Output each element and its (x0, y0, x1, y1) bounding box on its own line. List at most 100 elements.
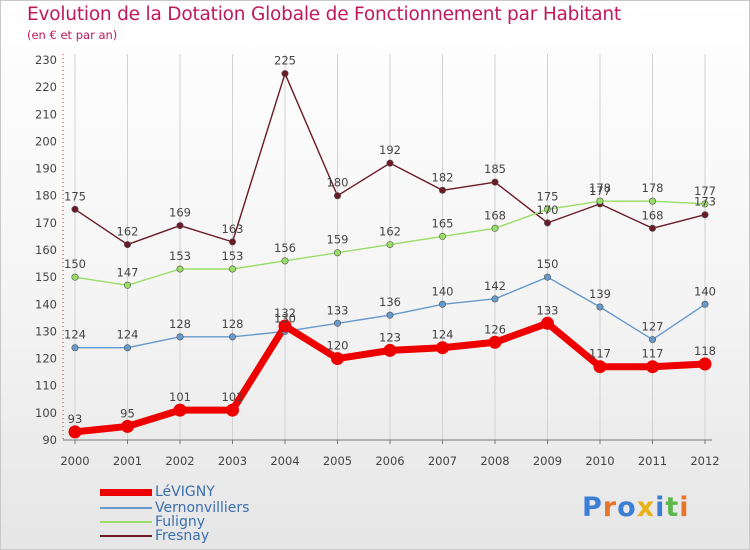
y-tick-220: 220 (35, 80, 57, 94)
point-Fresnay-2002 (176, 222, 184, 230)
point-Fuligny-2010 (596, 197, 604, 205)
point-Fuligny-2004 (281, 257, 289, 265)
point-LéVIGNY-2002 (173, 403, 187, 417)
point-Vernonvilliers-2010 (596, 303, 604, 311)
point-LéVIGNY-2004 (278, 319, 292, 333)
logo-letter: i (679, 492, 690, 523)
y-tick-200: 200 (35, 134, 57, 148)
x-tick-2010: 2010 (585, 454, 614, 468)
point-Fresnay-2001 (124, 241, 132, 249)
logo-letter: i (655, 492, 666, 523)
point-Vernonvilliers-2002 (176, 333, 184, 341)
y-tick-labels: 90 100 110 120 130 140 150 160 170 180 190 200 210 22… (35, 53, 57, 447)
y-tick-100: 100 (35, 406, 57, 420)
y-tick-140: 140 (35, 297, 57, 311)
data-label-Fuligny-2011: 178 (642, 181, 664, 195)
data-label-Vernonvilliers-2003: 128 (222, 317, 244, 331)
point-Vernonvilliers-2008 (491, 295, 499, 303)
data-label-Fresnay-2012: 173 (694, 195, 716, 209)
point-Fresnay-2005 (333, 192, 341, 200)
data-label-Vernonvilliers-2001: 124 (117, 328, 139, 342)
point-Fresnay-2009 (543, 219, 551, 227)
data-label-Fuligny-2010: 178 (589, 181, 611, 195)
x-tick-2007: 2007 (428, 454, 457, 468)
x-tick-2006: 2006 (375, 454, 404, 468)
point-Vernonvilliers-2012 (701, 300, 709, 308)
data-label-LéVIGNY-2000: 93 (68, 412, 83, 426)
x-tick-2011: 2011 (638, 454, 667, 468)
data-label-Fuligny-2000: 150 (64, 257, 86, 271)
data-label-LéVIGNY-2012: 118 (694, 344, 716, 358)
data-label-Fresnay-2010: 177 (589, 184, 611, 198)
data-label-LéVIGNY-2008: 126 (484, 322, 506, 336)
point-Vernonvilliers-2005 (333, 319, 341, 327)
logo-letter: x (636, 492, 656, 523)
data-label-LéVIGNY-2007: 124 (432, 328, 454, 342)
point-LéVIGNY-2010 (593, 360, 607, 374)
point-Fresnay-2011 (648, 224, 656, 232)
data-label-LéVIGNY-2010: 117 (589, 347, 611, 361)
logo-letter: t (665, 492, 680, 523)
x-tick-2001: 2001 (113, 454, 142, 468)
data-label-Fuligny-2001: 147 (117, 265, 139, 279)
data-label-Fresnay-2009: 170 (537, 203, 559, 217)
point-LéVIGNY-2006 (383, 343, 397, 357)
data-label-LéVIGNY-2002: 101 (169, 390, 191, 404)
legend-swatch-LéVIGNY (100, 488, 152, 496)
x-tick-2009: 2009 (533, 454, 562, 468)
y-tick-180: 180 (35, 189, 57, 203)
point-Fresnay-2000 (71, 205, 79, 213)
y-tick-90: 90 (42, 433, 57, 447)
data-label-LéVIGNY-2005: 120 (327, 339, 349, 353)
point-Fresnay-2003 (229, 238, 237, 246)
point-Fuligny-2005 (333, 249, 341, 257)
legend-label-Vernonvilliers: Vernonvilliers (155, 500, 250, 516)
legend-swatch-Vernonvilliers (100, 507, 152, 509)
point-Fresnay-2012 (701, 211, 709, 219)
point-LéVIGNY-2009 (541, 316, 554, 330)
point-LéVIGNY-2011 (646, 360, 659, 374)
point-LéVIGNY-2008 (488, 335, 502, 349)
proxiti-logo: Proxiti (582, 492, 690, 523)
x-tick-2003: 2003 (218, 454, 247, 468)
chart-subtitle: (en € et par an) (27, 28, 118, 42)
chart-title: Evolution de la Dotation Globale de Fonc… (27, 4, 621, 25)
data-label-Fuligny-2009: 175 (537, 189, 559, 203)
data-label-Vernonvilliers-2006: 136 (379, 295, 401, 309)
point-Fresnay-2007 (438, 186, 446, 194)
point-LéVIGNY-2003 (226, 403, 239, 417)
y-tick-120: 120 (35, 352, 57, 366)
x-tick-2004: 2004 (270, 454, 299, 468)
point-Vernonvilliers-2000 (71, 344, 79, 352)
point-LéVIGNY-2001 (121, 419, 134, 433)
data-label-Vernonvilliers-2010: 139 (589, 287, 611, 301)
point-Fuligny-2007 (438, 232, 446, 240)
data-label-Fuligny-2006: 162 (379, 225, 401, 239)
point-Vernonvilliers-2011 (648, 336, 656, 344)
data-label-Fresnay-2004: 225 (274, 54, 296, 68)
data-label-Vernonvilliers-2000: 124 (64, 328, 86, 342)
data-label-Vernonvilliers-2011: 127 (642, 320, 664, 334)
y-tick-130: 130 (35, 324, 57, 338)
data-label-Fuligny-2005: 159 (327, 233, 349, 247)
point-Vernonvilliers-2003 (229, 333, 237, 341)
data-label-LéVIGNY-2006: 123 (379, 330, 401, 344)
data-label-Fresnay-2000: 175 (64, 189, 86, 203)
x-tick-labels: 2000 2001 2002 2003 2004 2005 2006 2007 2008 2009… (60, 440, 720, 468)
data-label-Fuligny-2004: 156 (274, 241, 296, 255)
point-Fuligny-2006 (386, 241, 394, 249)
data-label-Fuligny-2003: 153 (222, 249, 244, 263)
data-label-LéVIGNY-2001: 95 (120, 406, 135, 420)
data-labels: 1751621691632251801921821851701771681731… (64, 54, 716, 426)
data-label-Fresnay-2011: 168 (642, 208, 664, 222)
data-label-Fresnay-2006: 192 (379, 143, 401, 157)
data-label-LéVIGNY-2003: 101 (222, 390, 244, 404)
data-label-Vernonvilliers-2002: 128 (169, 317, 191, 331)
point-LéVIGNY-2005 (331, 352, 344, 366)
data-label-LéVIGNY-2009: 133 (537, 303, 559, 317)
point-Fuligny-2001 (124, 281, 132, 289)
point-Fuligny-2012 (701, 200, 709, 208)
point-Fuligny-2003 (229, 265, 237, 273)
point-Fuligny-2000 (71, 273, 79, 281)
